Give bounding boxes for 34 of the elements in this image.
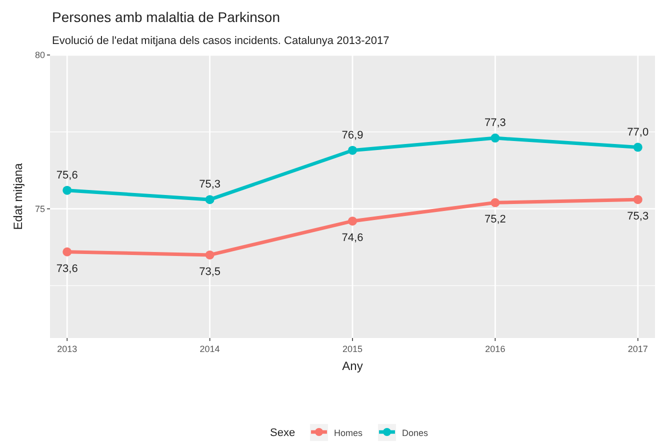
y-tick-label: 75 xyxy=(34,204,45,214)
point xyxy=(348,146,357,155)
data-label: 77,0 xyxy=(627,126,649,138)
point xyxy=(490,134,500,143)
data-label: 75,6 xyxy=(56,169,78,182)
data-label: 76,9 xyxy=(342,129,364,142)
data-label: 74,6 xyxy=(342,232,364,244)
data-label: 75,2 xyxy=(484,214,506,226)
point xyxy=(62,186,72,195)
legend-label: Dones xyxy=(402,428,429,438)
legend-title: Sexe xyxy=(270,427,296,439)
data-label: 77,3 xyxy=(484,117,506,130)
x-tick-label: 2015 xyxy=(342,344,363,354)
data-label: 75,3 xyxy=(199,178,221,191)
x-tick-label: 2017 xyxy=(628,344,648,354)
point xyxy=(633,142,642,152)
y-axis-title: Edat mitjana xyxy=(11,162,25,230)
data-label: 75,3 xyxy=(627,210,649,223)
chart-subtitle: Evolució de l'edat mitjana dels casos incidents. Catalunya 2013-2017 xyxy=(52,35,390,47)
data-label: 73,5 xyxy=(199,266,221,278)
point xyxy=(490,198,500,208)
chart-title: Persones amb malaltia de Parkinson xyxy=(52,9,280,25)
legend-label: Homes xyxy=(334,428,364,438)
point xyxy=(62,247,72,256)
x-tick-label: 2016 xyxy=(485,344,506,354)
point xyxy=(633,195,642,204)
point xyxy=(348,216,357,226)
point xyxy=(205,195,214,204)
x-tick-label: 2013 xyxy=(57,344,78,354)
data-label: 73,6 xyxy=(56,262,78,275)
point xyxy=(205,250,214,260)
x-axis-title: Any xyxy=(342,359,363,373)
x-tick-label: 2014 xyxy=(200,344,220,354)
y-tick-label: 80 xyxy=(34,50,45,60)
